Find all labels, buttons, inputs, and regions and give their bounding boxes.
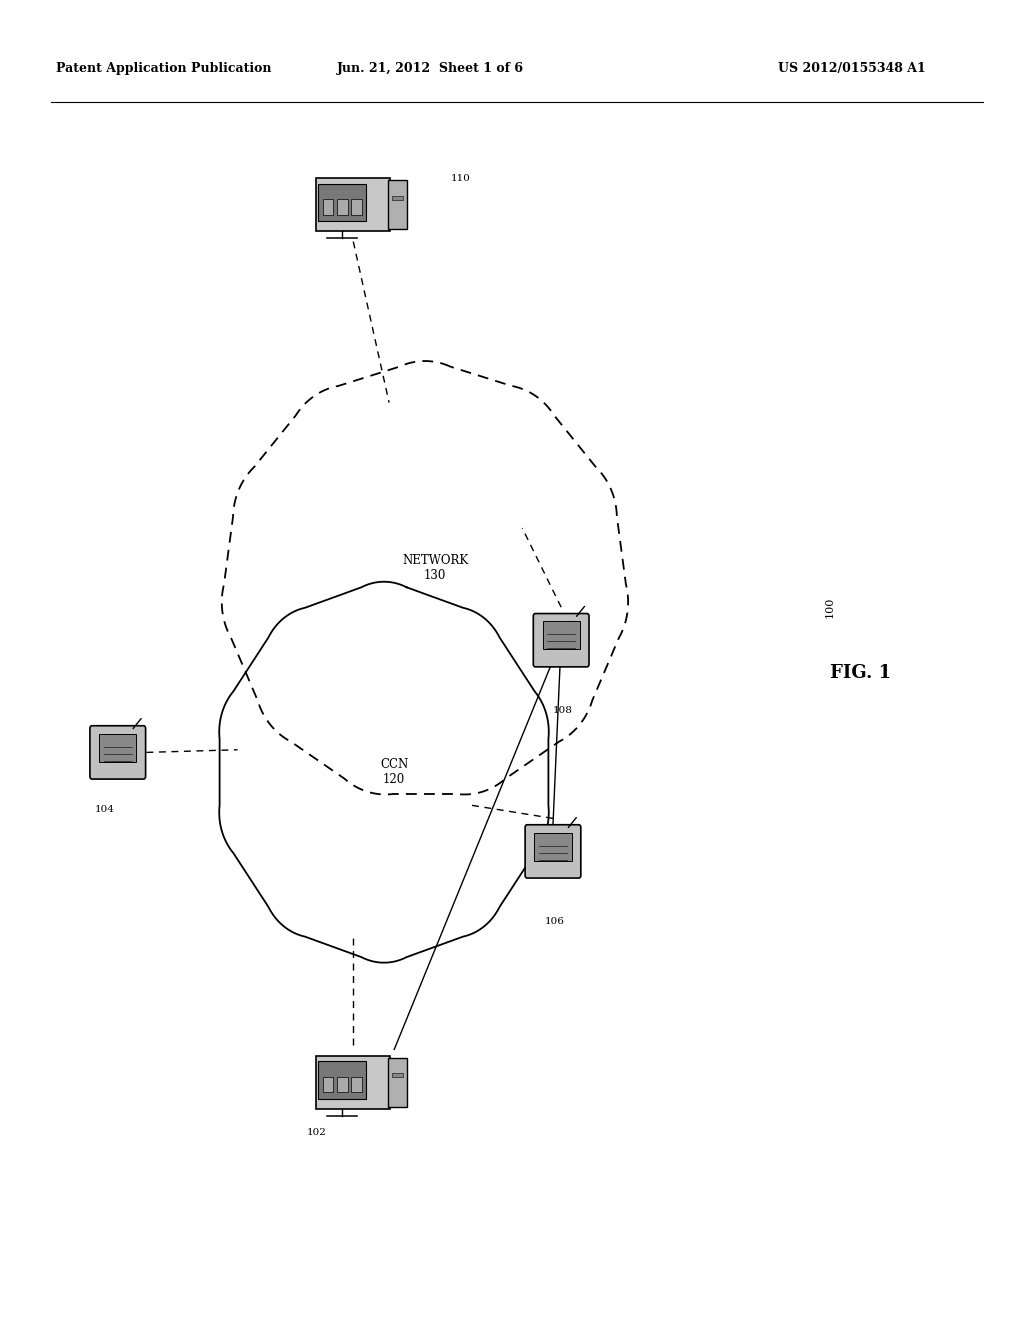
Text: 100: 100 <box>824 597 835 618</box>
FancyBboxPatch shape <box>323 1077 333 1093</box>
FancyBboxPatch shape <box>323 199 333 215</box>
Text: 102: 102 <box>307 1129 327 1138</box>
FancyBboxPatch shape <box>543 622 580 649</box>
FancyBboxPatch shape <box>316 1056 390 1109</box>
FancyBboxPatch shape <box>317 1061 366 1100</box>
FancyBboxPatch shape <box>351 1077 361 1093</box>
Text: US 2012/0155348 A1: US 2012/0155348 A1 <box>778 62 926 75</box>
Text: FIG. 1: FIG. 1 <box>829 664 891 682</box>
Text: 104: 104 <box>95 805 115 814</box>
Text: Patent Application Publication: Patent Application Publication <box>56 62 271 75</box>
FancyBboxPatch shape <box>99 734 136 762</box>
FancyBboxPatch shape <box>337 199 347 215</box>
Text: 108: 108 <box>553 706 572 715</box>
FancyBboxPatch shape <box>534 614 589 667</box>
Text: NETWORK
130: NETWORK 130 <box>402 553 468 582</box>
Text: 106: 106 <box>545 917 564 927</box>
Text: 110: 110 <box>451 174 470 183</box>
FancyBboxPatch shape <box>525 825 581 878</box>
Text: Jun. 21, 2012  Sheet 1 of 6: Jun. 21, 2012 Sheet 1 of 6 <box>337 62 523 75</box>
FancyBboxPatch shape <box>337 1077 347 1093</box>
FancyBboxPatch shape <box>90 726 145 779</box>
FancyBboxPatch shape <box>317 183 366 222</box>
FancyBboxPatch shape <box>392 1073 403 1077</box>
FancyBboxPatch shape <box>351 199 361 215</box>
FancyBboxPatch shape <box>316 178 390 231</box>
FancyBboxPatch shape <box>392 195 403 199</box>
Text: CCN
120: CCN 120 <box>380 758 409 787</box>
FancyBboxPatch shape <box>388 1057 407 1107</box>
FancyBboxPatch shape <box>535 833 571 861</box>
FancyBboxPatch shape <box>388 180 407 230</box>
